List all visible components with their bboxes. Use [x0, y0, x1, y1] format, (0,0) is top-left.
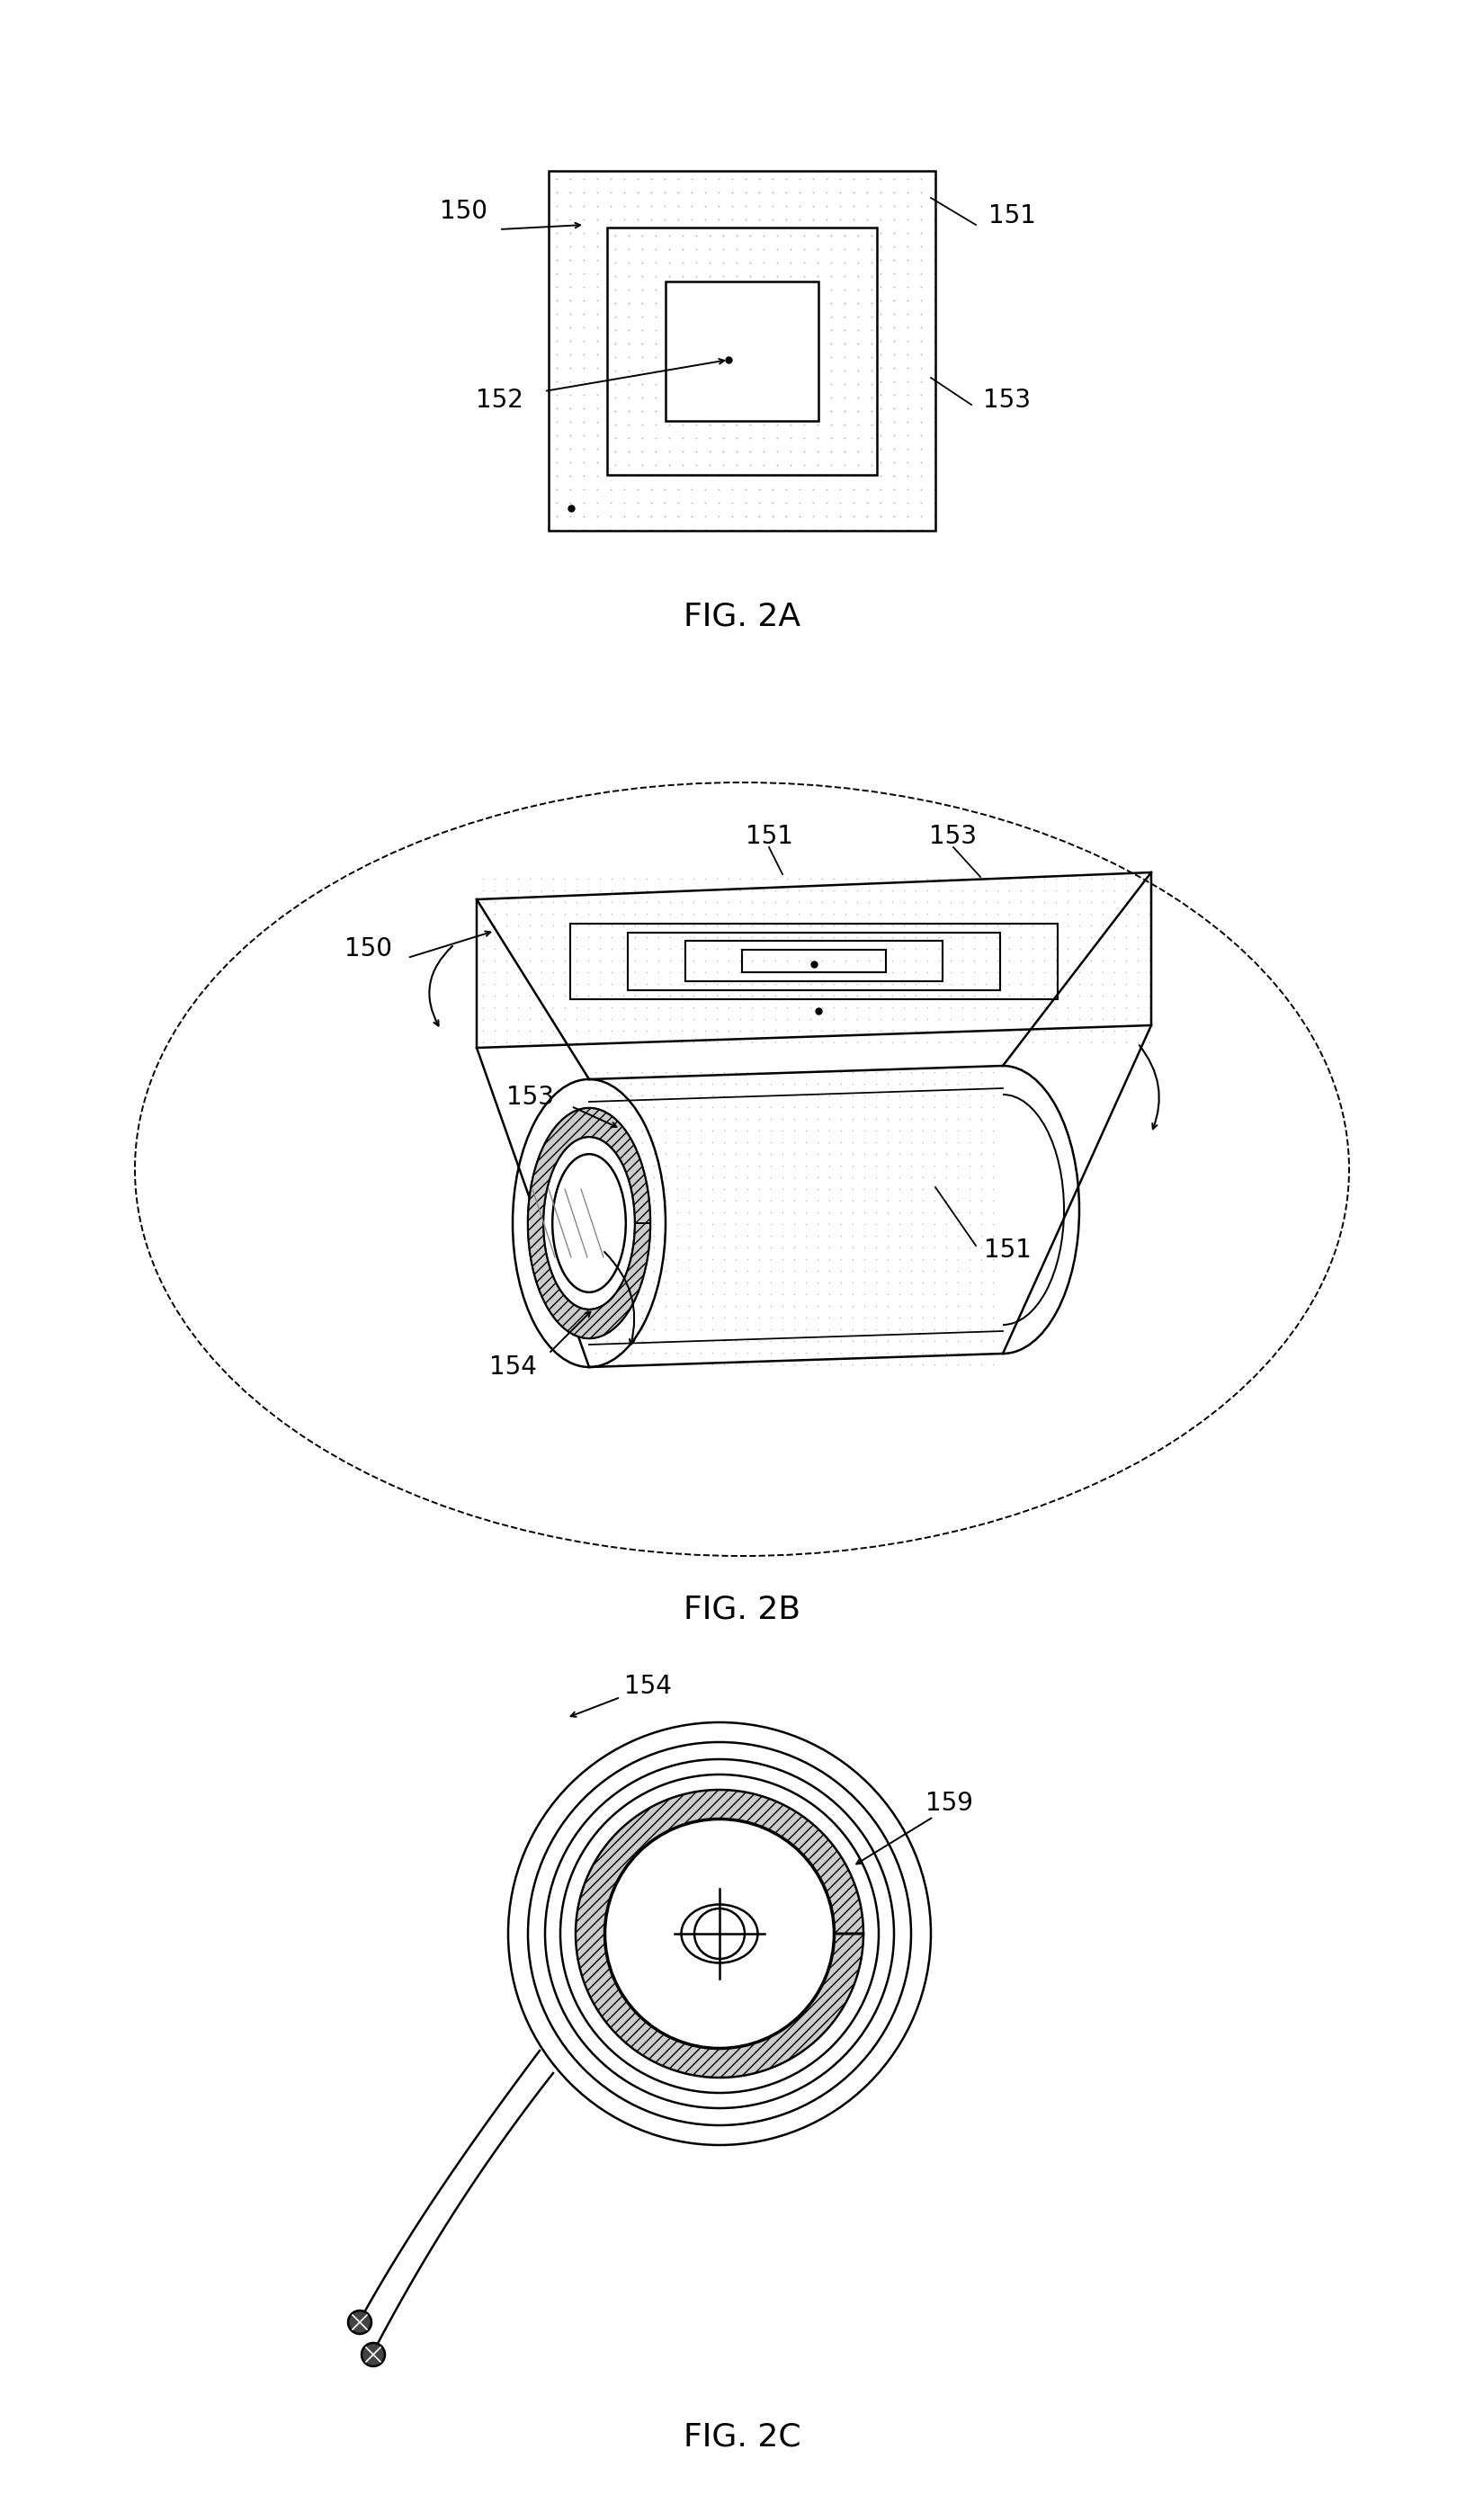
Text: 153: 153	[508, 1085, 555, 1110]
Text: 150: 150	[344, 937, 393, 962]
Circle shape	[349, 2311, 371, 2334]
Text: 154: 154	[623, 1673, 671, 1698]
Text: 159: 159	[925, 1791, 972, 1816]
Polygon shape	[528, 1108, 650, 1339]
Ellipse shape	[552, 1153, 626, 1291]
Ellipse shape	[528, 1108, 650, 1339]
Text: 154: 154	[488, 1354, 536, 1379]
Circle shape	[362, 2344, 384, 2366]
Polygon shape	[576, 1789, 864, 2077]
Bar	[665, 281, 819, 422]
Circle shape	[605, 1819, 834, 2047]
Text: 152: 152	[475, 387, 522, 412]
Text: 150: 150	[439, 198, 487, 224]
Text: 151: 151	[984, 1238, 1031, 1264]
Text: 153: 153	[984, 387, 1031, 412]
Text: 153: 153	[929, 824, 976, 849]
Circle shape	[695, 1909, 745, 1959]
Text: FIG. 2A: FIG. 2A	[684, 600, 800, 631]
Text: FIG. 2C: FIG. 2C	[683, 2422, 801, 2452]
Text: FIG. 2B: FIG. 2B	[684, 1595, 800, 1625]
Text: 151: 151	[988, 203, 1036, 229]
Text: 151: 151	[745, 824, 792, 849]
Bar	[549, 171, 935, 530]
Bar	[607, 229, 877, 475]
